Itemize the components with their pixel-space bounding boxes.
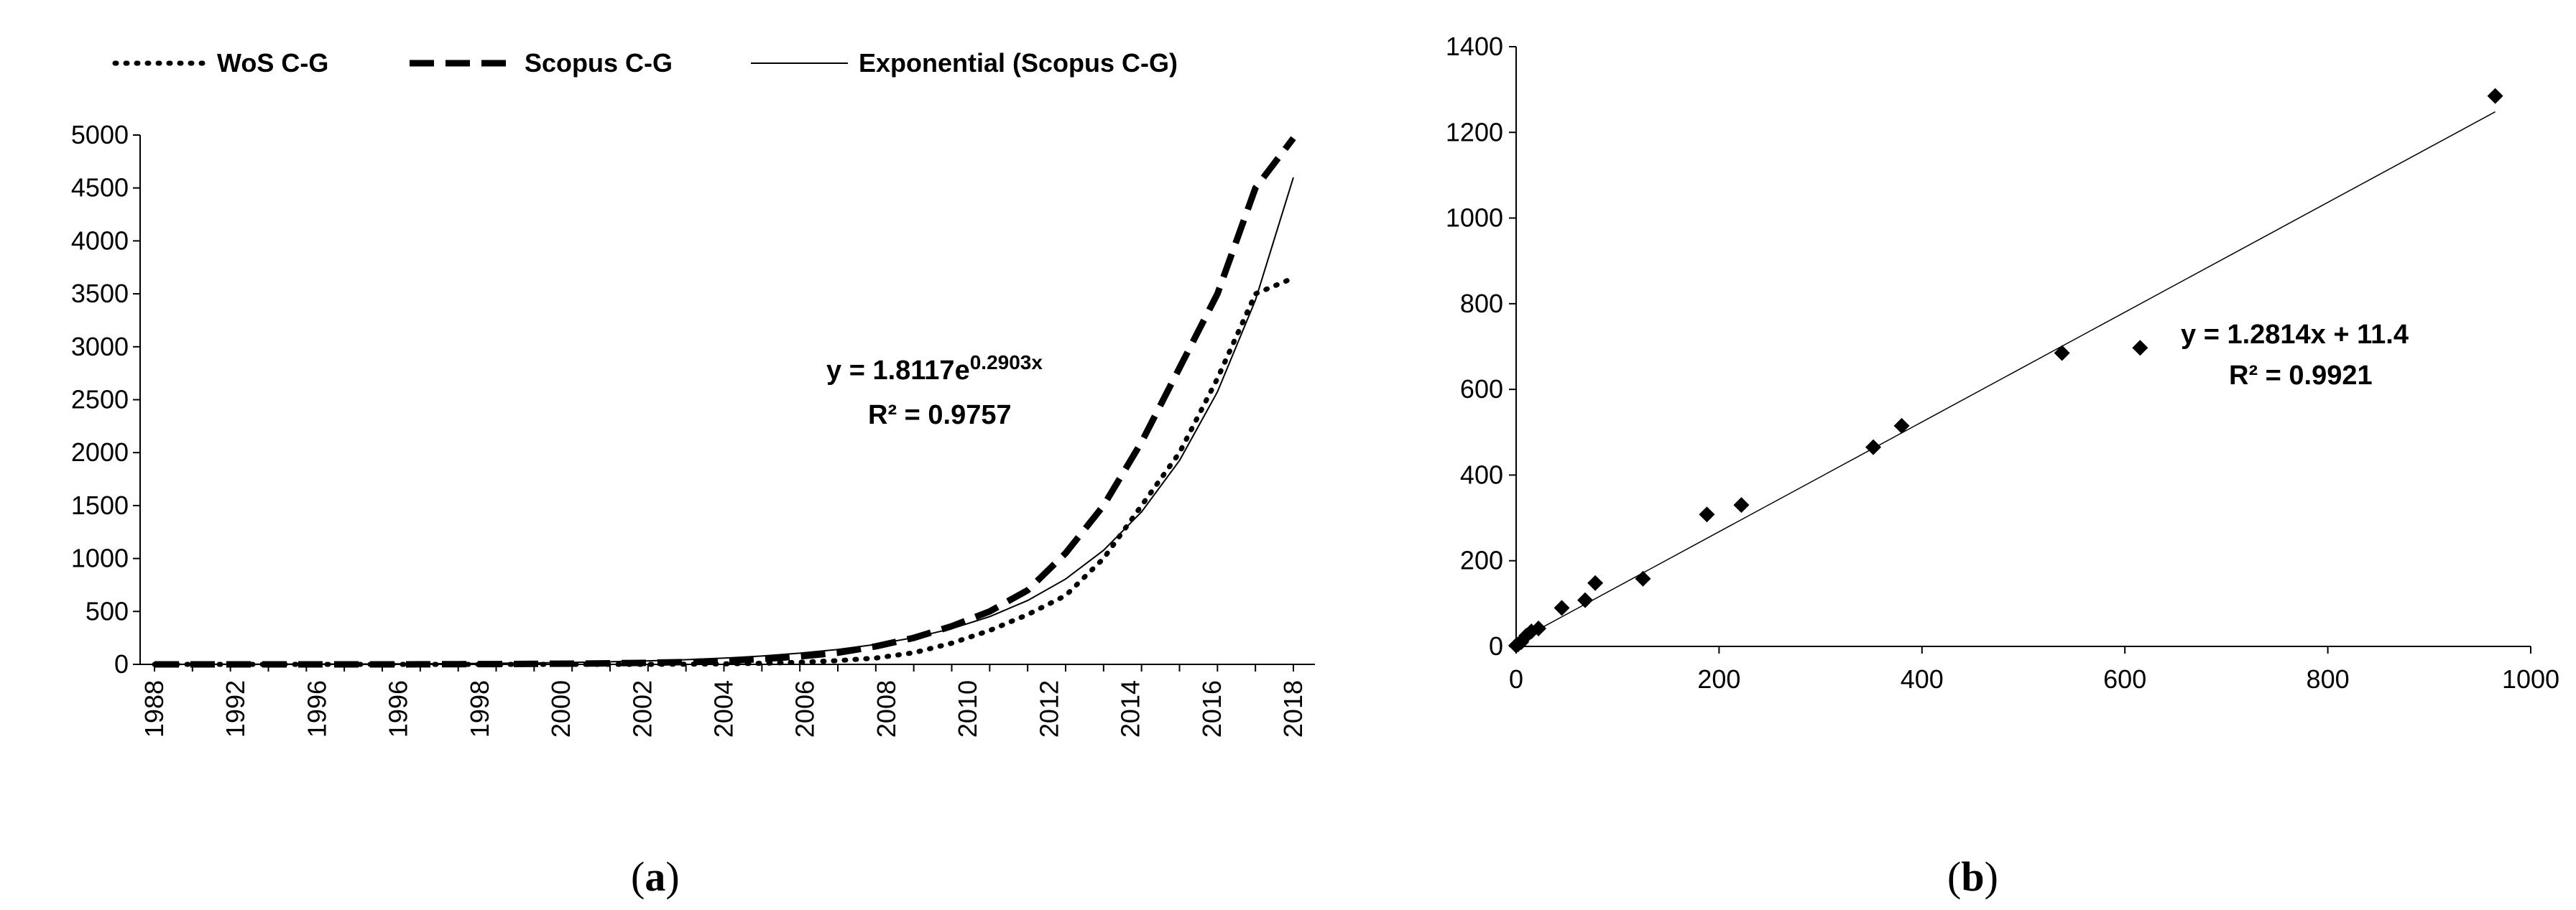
legend-wos-label: WoS C-G xyxy=(217,48,328,78)
data-point-10 xyxy=(1699,506,1715,523)
data-point-6 xyxy=(1554,600,1570,616)
legend: WoS C-G Scopus C-G Exponential (Scopus C… xyxy=(112,48,1178,78)
x-tick-label-a-1: 1992 xyxy=(221,680,250,738)
panel-label-a-close: ) xyxy=(665,853,679,900)
trendline xyxy=(1515,111,2496,642)
y-tick-label-a-1: 500 xyxy=(86,596,129,626)
data-point-12 xyxy=(1865,439,1882,455)
x-tick-label-a-14: 2018 xyxy=(1278,680,1308,738)
equation-b: y = 1.2814x + 11.4 xyxy=(2181,320,2409,350)
data-point-13 xyxy=(1893,417,1910,434)
trendline-b xyxy=(1515,111,2496,642)
x-tick-label-a-9: 2008 xyxy=(872,680,901,738)
y-ticks-b: 0 200 400 600 800 1000 1200 1400 xyxy=(1446,32,1516,661)
points-b xyxy=(1508,88,2503,654)
panel-label-b: (b) xyxy=(1947,853,1998,900)
chart-panel-b: 0 200 400 600 800 1000 1200 1400 0 200 400 600 800 1… xyxy=(1446,32,2559,900)
r2-a: R² = 0.9757 xyxy=(868,400,1012,430)
panel-label-b-close: ) xyxy=(1985,853,1998,900)
x-tick-label-a-12: 2014 xyxy=(1116,680,1145,738)
panel-label-a-letter: a xyxy=(645,853,665,900)
y-tick-label-a-7: 3500 xyxy=(71,279,129,308)
y-tick-label-b-1: 200 xyxy=(1460,546,1503,575)
series-line-0 xyxy=(152,275,1296,667)
panel-label-b-open: ( xyxy=(1947,853,1961,900)
y-tick-label-a-4: 2000 xyxy=(71,437,129,467)
legend-exponential-label: Exponential (Scopus C-G) xyxy=(859,48,1178,78)
x-tick-label-a-0: 1988 xyxy=(139,680,169,738)
series-a xyxy=(152,136,1296,668)
data-point-15 xyxy=(2132,340,2148,356)
equation-a-exponent: 0.2903x xyxy=(970,351,1043,373)
series-line-2 xyxy=(154,177,1294,665)
x-tick-label-b-1: 200 xyxy=(1697,664,1740,694)
x-tick-label-b-4: 800 xyxy=(2307,664,2350,694)
series-line-1 xyxy=(154,136,1296,668)
x-tick-label-a-7: 2004 xyxy=(709,680,739,738)
equation-a: y = 1.8117e0.2903x xyxy=(826,351,1043,386)
data-point-16 xyxy=(2487,88,2503,104)
x-tick-label-b-3: 600 xyxy=(2103,664,2146,694)
x-tick-label-a-2: 1996 xyxy=(302,680,331,738)
x-ticks-a: 1988 1992 1996 1996 1998 2000 2002 2004 2006 2008… xyxy=(139,664,1308,738)
y-tick-label-a-0: 0 xyxy=(114,649,129,679)
y-tick-label-b-5: 1000 xyxy=(1446,203,1503,233)
y-tick-label-b-7: 1400 xyxy=(1446,32,1503,61)
y-tick-label-a-10: 5000 xyxy=(71,120,129,149)
y-tick-label-a-5: 2500 xyxy=(71,385,129,414)
x-tick-label-a-8: 2006 xyxy=(790,680,820,738)
chart-panel-a: WoS C-G Scopus C-G Exponential (Scopus C… xyxy=(71,48,1315,900)
data-point-7 xyxy=(1577,592,1594,608)
x-tick-label-a-13: 2016 xyxy=(1197,680,1227,738)
y-tick-label-a-6: 3000 xyxy=(71,332,129,361)
x-tick-label-b-2: 400 xyxy=(1901,664,1944,694)
y-tick-label-a-3: 1500 xyxy=(71,491,129,520)
panel-label-b-letter: b xyxy=(1961,853,1984,900)
data-point-9 xyxy=(1635,570,1651,587)
y-tick-label-b-2: 400 xyxy=(1460,460,1503,489)
y-tick-label-a-9: 4500 xyxy=(71,173,129,203)
x-tick-label-b-5: 1000 xyxy=(2502,664,2559,694)
x-ticks-b: 0 200 400 600 800 1000 xyxy=(1509,646,2559,694)
panel-label-a: (a) xyxy=(631,853,680,900)
data-point-14 xyxy=(2054,345,2070,361)
r2-b: R² = 0.9921 xyxy=(2229,361,2373,391)
data-point-11 xyxy=(1733,497,1750,514)
x-tick-label-b-0: 0 xyxy=(1509,664,1523,694)
y-tick-label-b-0: 0 xyxy=(1489,631,1503,661)
y-tick-label-b-6: 1200 xyxy=(1446,117,1503,147)
panel-label-a-open: ( xyxy=(631,853,645,900)
x-tick-label-a-10: 2010 xyxy=(953,680,982,738)
y-tick-label-b-3: 600 xyxy=(1460,374,1503,404)
y-tick-label-a-8: 4000 xyxy=(71,226,129,255)
x-tick-label-a-4: 1998 xyxy=(465,680,494,738)
equation-a-base: y = 1.8117e xyxy=(826,356,970,386)
y-tick-label-a-2: 1000 xyxy=(71,544,129,573)
x-tick-label-a-11: 2012 xyxy=(1034,680,1063,738)
x-tick-label-a-6: 2002 xyxy=(627,680,657,738)
x-tick-label-a-3: 1996 xyxy=(384,680,413,738)
x-tick-label-a-5: 2000 xyxy=(546,680,576,738)
data-point-5 xyxy=(1531,620,1547,636)
y-ticks-a: 0 500 1000 1500 2000 2500 3000 3500 4000 4500 5000 xyxy=(71,120,140,679)
y-tick-label-b-4: 800 xyxy=(1460,289,1503,318)
legend-scopus-label: Scopus C-G xyxy=(525,48,673,78)
data-point-8 xyxy=(1587,575,1604,591)
